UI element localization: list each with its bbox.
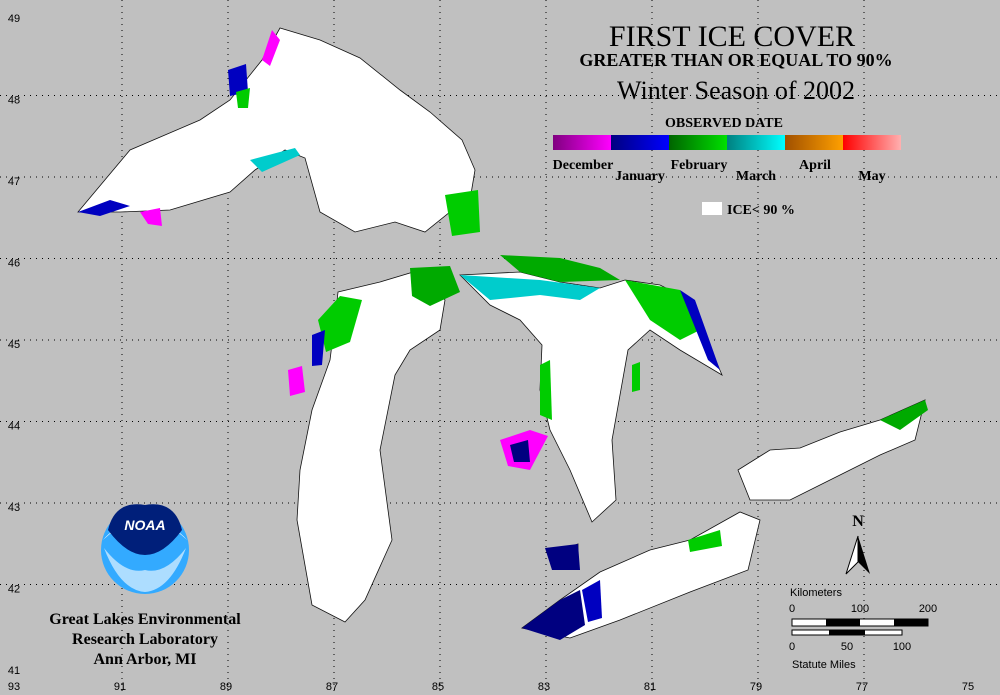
season: Winter Season of 2002 <box>617 76 855 105</box>
scale-tick: 0 <box>789 603 795 615</box>
no-ice-label: ICE< 90 % <box>727 203 795 218</box>
legend-label: May <box>858 169 885 184</box>
lake-huron <box>459 271 723 523</box>
scale-tick: 100 <box>893 641 911 653</box>
north-arrow <box>845 535 859 575</box>
legend-label: March <box>736 169 776 184</box>
legend-swatch <box>843 135 901 150</box>
scale-bar <box>894 619 928 626</box>
noaa-logo: NOAA <box>101 504 189 594</box>
longitude-label: 77 <box>856 681 868 693</box>
latitude-label: 43 <box>8 502 20 514</box>
north-label: N <box>852 513 864 530</box>
longitude-label: 91 <box>114 681 126 693</box>
latitude-label: 41 <box>8 665 20 677</box>
scale-tick: 100 <box>851 603 869 615</box>
scale-mi-label: Statute Miles <box>792 659 856 671</box>
credit-line: Great Lakes Environmental <box>49 611 241 628</box>
legend-label: April <box>799 158 831 173</box>
north-arrow <box>858 536 870 574</box>
longitude-label: 81 <box>644 681 656 693</box>
scale-tick: 200 <box>919 603 937 615</box>
ice-patches <box>78 30 928 640</box>
longitude-label: 85 <box>432 681 444 693</box>
logo-text: NOAA <box>124 517 165 533</box>
latitude-label: 49 <box>8 13 20 25</box>
legend-label: January <box>615 169 665 184</box>
no-ice-swatch <box>702 202 722 215</box>
legend-label: February <box>671 158 728 173</box>
longitude-label: 93 <box>8 681 20 693</box>
lakes <box>77 27 926 639</box>
latitude-label: 44 <box>8 421 20 433</box>
lake-ontario <box>737 399 926 501</box>
map-subtitle: GREATER THAN OR EQUAL TO 90% <box>579 50 892 70</box>
scale-bar <box>826 619 860 626</box>
legend-swatch <box>785 135 843 150</box>
scale-km-label: Kilometers <box>790 587 842 599</box>
longitude-label: 83 <box>538 681 550 693</box>
legend-swatch <box>611 135 669 150</box>
longitude-label: 89 <box>220 681 232 693</box>
latitude-label: 48 <box>8 95 20 107</box>
legend-title: OBSERVED DATE <box>665 116 783 131</box>
map-title: FIRST ICE COVER <box>609 20 855 53</box>
legend-label: December <box>553 158 614 173</box>
credit-line: Ann Arbor, MI <box>94 651 197 668</box>
legend-swatch <box>669 135 727 150</box>
longitude-label: 75 <box>962 681 974 693</box>
legend-swatch <box>727 135 785 150</box>
latitude-label: 46 <box>8 258 20 270</box>
lake-superior <box>77 27 476 233</box>
latitude-label: 47 <box>8 176 20 188</box>
scale-tick: 0 <box>789 641 795 653</box>
longitude-label: 79 <box>750 681 762 693</box>
legend-swatch <box>553 135 611 150</box>
latitude-label: 42 <box>8 584 20 596</box>
latitude-label: 45 <box>8 339 20 351</box>
scale-tick: 50 <box>841 641 853 653</box>
longitude-label: 87 <box>326 681 338 693</box>
scale-bar <box>829 630 865 635</box>
credit-line: Research Laboratory <box>72 631 218 648</box>
